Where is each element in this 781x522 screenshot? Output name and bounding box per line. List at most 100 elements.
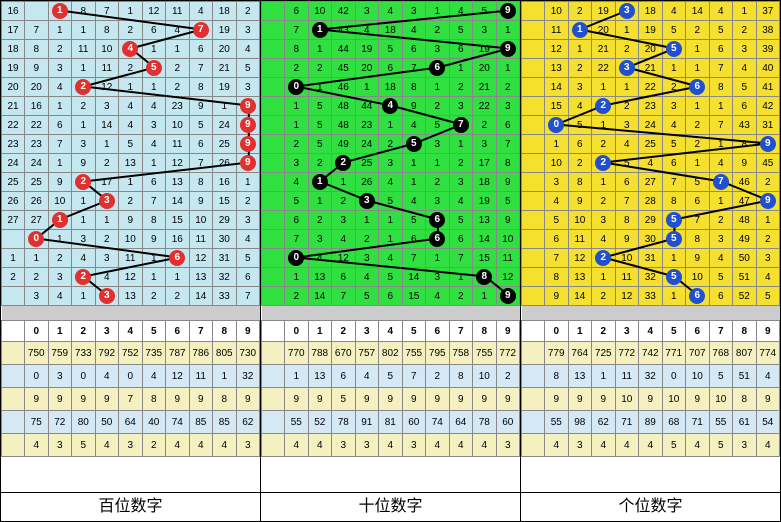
cell: 20 — [473, 59, 497, 78]
cell: 1 — [449, 135, 473, 154]
cell: 7 — [449, 249, 473, 268]
sum-cell: 74 — [166, 411, 190, 434]
cell: 2 — [592, 135, 616, 154]
cell: 14 — [95, 116, 119, 135]
sum-cell: 774 — [756, 342, 780, 365]
cell: 1 — [72, 59, 96, 78]
cell: 9 — [756, 192, 780, 211]
pick-circle: 5 — [146, 60, 162, 76]
pick-circle: 6 — [429, 60, 445, 76]
cell: 9 — [496, 173, 520, 192]
cell: 31 — [639, 249, 663, 268]
cell: 2 — [496, 78, 520, 97]
cell: 5 — [379, 268, 403, 287]
sum-label — [522, 434, 545, 457]
gap-row — [2, 306, 260, 321]
cell: 29 — [213, 211, 237, 230]
header-cell: 5 — [142, 321, 166, 342]
cell: 5 — [308, 135, 332, 154]
sum-cell: 802 — [379, 342, 403, 365]
sum-cell: 50 — [95, 411, 119, 434]
sum-cell: 72 — [48, 411, 72, 434]
cell: 4 — [119, 116, 143, 135]
sum-cell: 89 — [639, 411, 663, 434]
cell: 2 — [426, 173, 450, 192]
cell: 1 — [426, 249, 450, 268]
cell: 4 — [285, 173, 309, 192]
cell: 1 — [236, 173, 260, 192]
cell: 25 — [355, 154, 379, 173]
sum-cell: 4 — [379, 434, 403, 457]
cell: 2 — [615, 97, 639, 116]
cell: 2 — [72, 97, 96, 116]
cell: 2 — [426, 97, 450, 116]
sum-cell: 10 — [473, 365, 497, 388]
sum-cell: 9 — [308, 388, 332, 411]
cell: 5 — [615, 154, 639, 173]
header-cell: 7 — [449, 321, 473, 342]
sum-cell: 9 — [379, 388, 403, 411]
cell: 6 — [48, 116, 72, 135]
cell: 20 — [213, 40, 237, 59]
cell: 4 — [662, 116, 686, 135]
cell: 1 — [48, 21, 72, 40]
cell: 4 — [142, 135, 166, 154]
pick-circle: 7 — [193, 22, 209, 38]
pick-circle: 1 — [312, 174, 328, 190]
sum-cell: 4 — [189, 434, 213, 457]
cell: 48 — [332, 97, 356, 116]
cell: 2 — [449, 78, 473, 97]
cell: 3 — [308, 230, 332, 249]
cell: 1 — [709, 97, 733, 116]
sum-cell: 4 — [95, 365, 119, 388]
pick-circle: 9 — [500, 3, 516, 19]
sum-label — [262, 365, 285, 388]
row-label — [522, 268, 545, 287]
sum-cell: 2 — [496, 365, 520, 388]
row-label: 18 — [2, 40, 25, 59]
header-cell: 8 — [733, 321, 757, 342]
sum-cell: 771 — [662, 342, 686, 365]
panel-0: 1618711211418217711826471931882111041162… — [1, 1, 261, 521]
sum-cell: 9 — [236, 388, 260, 411]
cell: 2 — [95, 154, 119, 173]
cell: 11 — [545, 21, 569, 40]
sum-cell: 8 — [733, 388, 757, 411]
pick-circle: 3 — [619, 60, 635, 76]
cell: 9 — [236, 154, 260, 173]
cell: 6 — [426, 211, 450, 230]
row-label — [522, 78, 545, 97]
cell: 5 — [426, 116, 450, 135]
cell: 7 — [285, 21, 309, 40]
cell: 1 — [48, 2, 72, 21]
cell: 15 — [166, 211, 190, 230]
row-label: 1 — [2, 249, 25, 268]
sum-label — [522, 365, 545, 388]
header-label — [522, 321, 545, 342]
cell: 11 — [568, 230, 592, 249]
cell: 1 — [402, 173, 426, 192]
header-cell: 3 — [615, 321, 639, 342]
sum-cell: 770 — [285, 342, 309, 365]
row-label — [522, 21, 545, 40]
cell: 5 — [379, 192, 403, 211]
sum-cell: 779 — [545, 342, 569, 365]
cell: 2 — [662, 78, 686, 97]
pick-circle: 3 — [99, 288, 115, 304]
cell: 1 — [285, 116, 309, 135]
sum-cell: 787 — [166, 342, 190, 365]
sum-cell: 3 — [568, 434, 592, 457]
cell: 6 — [189, 135, 213, 154]
sum-cell: 4 — [449, 434, 473, 457]
cell: 1 — [72, 287, 96, 306]
row-label — [262, 116, 285, 135]
cell: 5 — [285, 192, 309, 211]
cell: 5 — [449, 21, 473, 40]
cell: 6 — [496, 116, 520, 135]
sum-cell: 7 — [402, 365, 426, 388]
row-label: 25 — [2, 173, 25, 192]
sum-cell: 7 — [119, 388, 143, 411]
cell: 3 — [236, 211, 260, 230]
cell: 2 — [355, 230, 379, 249]
sum-cell: 5 — [709, 434, 733, 457]
